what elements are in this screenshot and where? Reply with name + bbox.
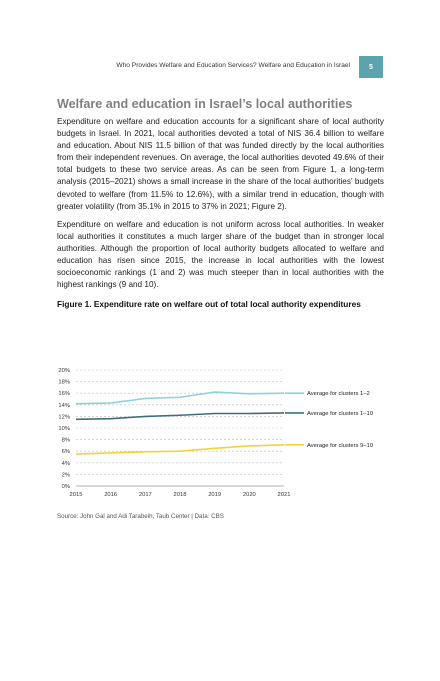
x-tick-label: 2020 bbox=[243, 492, 256, 498]
body-paragraph-2: Expenditure on welfare and education is … bbox=[57, 219, 384, 290]
page-number-badge: 5 bbox=[359, 56, 383, 78]
x-tick-label: 2016 bbox=[104, 492, 117, 498]
y-tick-label: 2% bbox=[62, 472, 70, 478]
section-title: Welfare and education in Israel’s local … bbox=[57, 97, 353, 111]
y-tick-label: 10% bbox=[58, 426, 70, 432]
y-tick-label: 18% bbox=[58, 380, 70, 386]
y-tick-label: 8% bbox=[62, 438, 70, 444]
x-tick-label: 2015 bbox=[70, 492, 83, 498]
figure-source: Source: John Gal and Adi Tarabeih, Taub … bbox=[57, 513, 224, 520]
x-tick-label: 2019 bbox=[208, 492, 221, 498]
y-tick-label: 0% bbox=[62, 484, 70, 490]
series-line bbox=[75, 444, 285, 455]
y-tick-label: 14% bbox=[58, 403, 70, 409]
y-tick-label: 4% bbox=[62, 461, 70, 467]
x-tick-label: 2017 bbox=[139, 492, 152, 498]
y-tick-label: 12% bbox=[58, 414, 70, 420]
page-content: Welfare and education in Israel’s local … bbox=[57, 96, 384, 310]
running-header: Who Provides Welfare and Education Servi… bbox=[116, 62, 350, 69]
body-paragraph-1: Expenditure on welfare and education acc… bbox=[57, 117, 384, 211]
y-tick-label: 16% bbox=[58, 391, 70, 397]
x-tick-label: 2021 bbox=[278, 492, 291, 498]
series-line bbox=[75, 391, 285, 405]
legend-label: Average for clusters 1–10 bbox=[307, 411, 373, 417]
y-tick-label: 6% bbox=[62, 449, 70, 455]
legend-label: Average for clusters 1–2 bbox=[307, 391, 370, 397]
legend-label: Average for clusters 9–10 bbox=[307, 443, 373, 449]
y-tick-label: 20% bbox=[58, 368, 70, 374]
welfare-expenditure-chart: 0% 2% 4% 6% 8% 10% 12% 14% 16% 18% 20% 2015 2016 2017… bbox=[58, 368, 373, 498]
figure-title: Figure 1. Expenditure rate on welfare ou… bbox=[57, 299, 361, 310]
x-tick-label: 2018 bbox=[174, 492, 187, 498]
